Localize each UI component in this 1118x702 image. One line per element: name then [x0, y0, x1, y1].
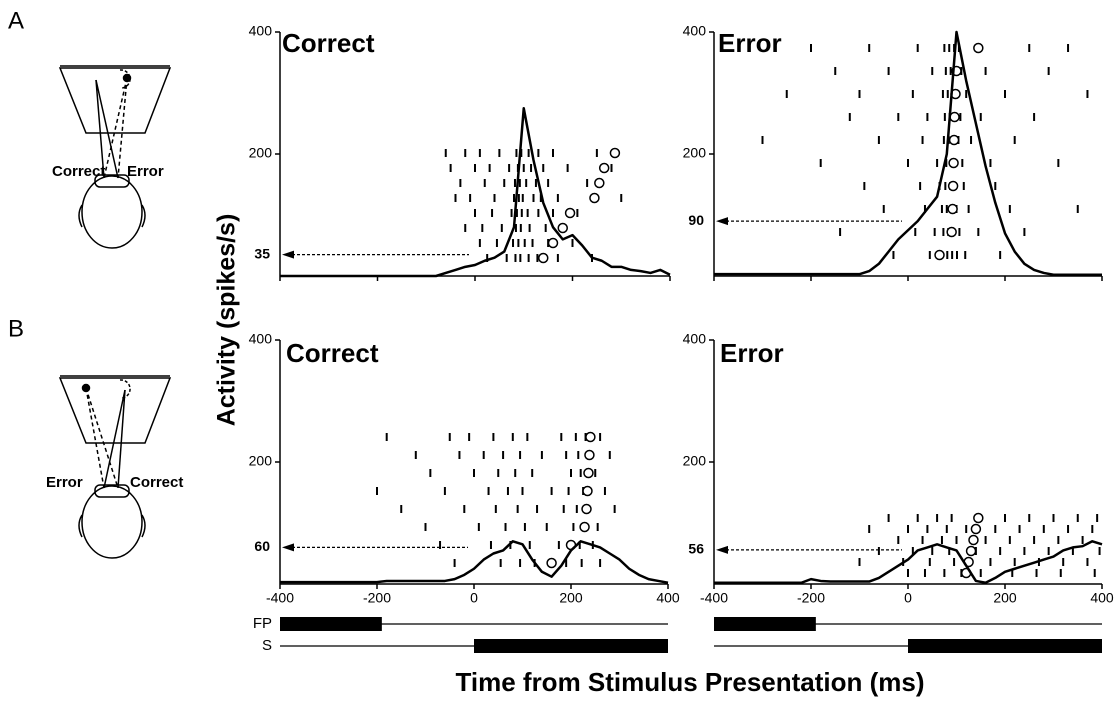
- saccade-marker: [583, 467, 594, 479]
- saccade-marker: [934, 249, 945, 261]
- saccade-marker: [594, 177, 605, 189]
- diagram: [58, 65, 172, 249]
- saccade-marker: [557, 222, 568, 234]
- saccade-marker: [584, 449, 595, 461]
- saccade-marker: [579, 521, 590, 533]
- x-tick-label: -400: [700, 590, 728, 606]
- event-bar: [474, 639, 668, 653]
- x-tick-label: -200: [363, 590, 391, 606]
- activity-line: [714, 540, 1103, 585]
- saccade-marker: [949, 111, 960, 123]
- baseline-label: 56: [688, 541, 704, 557]
- panel-label: A: [8, 7, 24, 34]
- activity-line: [280, 107, 671, 278]
- arrow-head: [282, 250, 294, 259]
- panel-title: Correct: [282, 28, 375, 58]
- x-tick-label: 400: [1090, 590, 1114, 606]
- saccade-marker: [609, 147, 621, 159]
- y-tick-label: 400: [683, 331, 707, 347]
- activity-line: [280, 540, 669, 585]
- saccade-marker: [965, 545, 977, 557]
- y-tick-label: 400: [683, 23, 707, 39]
- activity-line: [714, 30, 1102, 277]
- panel-label: B: [8, 315, 24, 342]
- saccade-marker: [973, 512, 984, 524]
- saccade-marker: [564, 207, 576, 219]
- x-tick-label: -400: [266, 590, 294, 606]
- x-tick-label: 0: [904, 590, 912, 606]
- event-bar: [908, 639, 1102, 653]
- saccade-marker: [948, 157, 959, 169]
- saccade-marker: [538, 252, 549, 264]
- saccade-marker: [970, 523, 982, 535]
- x-tick-label: 200: [993, 590, 1017, 606]
- saccade-marker: [946, 226, 957, 238]
- saccade-marker: [546, 557, 557, 569]
- saccade-marker: [585, 431, 596, 443]
- arrow-head: [716, 545, 728, 554]
- saccade-marker: [973, 42, 984, 54]
- saccade-marker: [582, 485, 593, 497]
- baseline-label: 60: [254, 538, 270, 554]
- y-tick-label: 400: [249, 23, 273, 39]
- panel-title: Error: [720, 338, 784, 368]
- fp-label: FP: [253, 615, 272, 632]
- y-tick-label: 200: [249, 453, 273, 469]
- diagram-label: Error: [46, 474, 83, 491]
- saccade-marker: [589, 192, 600, 204]
- saccade-marker: [547, 237, 559, 249]
- diagram: [58, 375, 172, 559]
- saccade-marker: [968, 534, 979, 546]
- y-tick-label: 200: [683, 145, 707, 161]
- arrow-head: [716, 217, 728, 226]
- diagram-label: Correct: [52, 163, 105, 180]
- diagram-label: Correct: [130, 474, 183, 491]
- x-tick-label: 0: [470, 590, 478, 606]
- panel-title: Error: [718, 28, 782, 58]
- y-tick-label: 200: [249, 145, 273, 161]
- x-tick-label: 400: [656, 590, 680, 606]
- saccade-marker: [947, 180, 959, 192]
- y-tick-label: 200: [683, 453, 707, 469]
- y-axis-label: Activity (spikes/s): [213, 214, 241, 427]
- x-axis-label: Time from Stimulus Presentation (ms): [455, 667, 924, 697]
- arrow-head: [282, 543, 294, 552]
- diagram-label: Error: [127, 163, 164, 180]
- y-tick-label: 400: [249, 331, 273, 347]
- baseline-label: 90: [688, 212, 704, 228]
- saccade-marker: [581, 503, 592, 515]
- baseline-label: 35: [254, 245, 270, 261]
- saccade-marker: [598, 162, 610, 174]
- saccade-marker: [948, 134, 960, 146]
- event-bar: [714, 617, 816, 631]
- panel-title: Correct: [286, 338, 379, 368]
- event-bar: [280, 617, 382, 631]
- x-tick-label: -200: [797, 590, 825, 606]
- s-label: S: [262, 637, 272, 654]
- saccade-marker: [947, 203, 958, 215]
- x-tick-label: 200: [559, 590, 583, 606]
